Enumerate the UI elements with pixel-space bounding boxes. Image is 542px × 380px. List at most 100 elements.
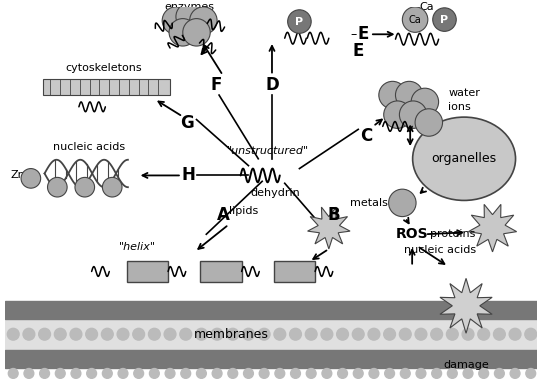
Circle shape (321, 328, 333, 340)
Circle shape (196, 328, 207, 340)
Text: G: G (180, 114, 193, 131)
Circle shape (396, 81, 423, 109)
Circle shape (447, 328, 458, 340)
Circle shape (416, 369, 426, 378)
Circle shape (169, 19, 197, 46)
Circle shape (258, 328, 270, 340)
Circle shape (48, 177, 67, 197)
Circle shape (337, 328, 349, 340)
Circle shape (40, 369, 49, 378)
Text: P: P (295, 17, 304, 27)
Circle shape (415, 328, 427, 340)
Circle shape (149, 328, 160, 340)
Bar (5, 350, 537, 367)
Circle shape (150, 369, 159, 378)
Text: dehydrin: dehydrin (250, 188, 300, 198)
Circle shape (54, 328, 66, 340)
Circle shape (399, 101, 427, 128)
Text: D: D (265, 76, 279, 94)
Circle shape (369, 369, 379, 378)
Circle shape (432, 369, 442, 378)
Circle shape (181, 369, 191, 378)
Polygon shape (308, 207, 350, 249)
Circle shape (197, 369, 207, 378)
Text: H: H (182, 166, 196, 184)
Circle shape (70, 328, 82, 340)
Circle shape (162, 7, 190, 34)
Circle shape (322, 369, 332, 378)
Bar (43, 79, 170, 95)
Text: F: F (210, 76, 222, 94)
Circle shape (176, 3, 203, 30)
Text: C: C (360, 127, 372, 145)
Circle shape (102, 369, 112, 378)
Text: E: E (352, 42, 364, 60)
Circle shape (71, 369, 81, 378)
Circle shape (190, 7, 217, 34)
Circle shape (431, 328, 442, 340)
Circle shape (117, 328, 129, 340)
Circle shape (259, 369, 269, 378)
Circle shape (353, 369, 363, 378)
Circle shape (448, 369, 457, 378)
Circle shape (275, 369, 285, 378)
Circle shape (401, 369, 410, 378)
Circle shape (180, 328, 192, 340)
Circle shape (183, 19, 210, 46)
Circle shape (102, 177, 122, 197)
Bar (5, 301, 537, 318)
Text: B: B (327, 206, 340, 224)
Text: Ca: Ca (420, 2, 434, 12)
Text: ions: ions (448, 102, 471, 112)
Bar (201, 261, 242, 282)
Circle shape (118, 369, 128, 378)
Circle shape (212, 369, 222, 378)
Circle shape (433, 8, 456, 31)
Text: proteins: proteins (430, 229, 476, 239)
Circle shape (384, 328, 396, 340)
Circle shape (462, 328, 474, 340)
Circle shape (243, 328, 254, 340)
Text: organelles: organelles (431, 152, 496, 165)
Circle shape (23, 328, 35, 340)
Circle shape (368, 328, 380, 340)
Circle shape (379, 81, 406, 109)
Text: nucleic acids: nucleic acids (53, 142, 125, 152)
Circle shape (227, 328, 238, 340)
Circle shape (164, 328, 176, 340)
Circle shape (411, 88, 438, 116)
Circle shape (338, 369, 347, 378)
Text: damage: damage (443, 359, 489, 369)
Circle shape (415, 109, 442, 136)
Text: nucleic acids: nucleic acids (404, 245, 476, 255)
Text: E: E (357, 25, 369, 43)
Circle shape (165, 369, 175, 378)
Text: water: water (448, 88, 480, 98)
Bar (274, 261, 315, 282)
Circle shape (385, 369, 395, 378)
Circle shape (86, 328, 98, 340)
Text: "helix": "helix" (119, 242, 156, 252)
Circle shape (494, 369, 504, 378)
Text: Zn: Zn (10, 171, 25, 180)
Text: "unstructured": "unstructured" (227, 146, 309, 156)
Circle shape (228, 369, 238, 378)
Circle shape (306, 369, 316, 378)
Circle shape (510, 369, 520, 378)
Polygon shape (440, 278, 492, 333)
Circle shape (87, 369, 96, 378)
Text: Ca: Ca (409, 14, 422, 25)
Polygon shape (468, 204, 517, 252)
Circle shape (479, 369, 488, 378)
Circle shape (526, 369, 535, 378)
Text: ROS: ROS (396, 227, 429, 241)
Circle shape (8, 328, 19, 340)
Ellipse shape (412, 117, 515, 200)
Circle shape (101, 328, 113, 340)
Circle shape (399, 328, 411, 340)
Circle shape (211, 328, 223, 340)
Circle shape (509, 328, 521, 340)
Text: cytoskeletons: cytoskeletons (65, 63, 141, 73)
Circle shape (24, 369, 34, 378)
Circle shape (389, 189, 416, 217)
